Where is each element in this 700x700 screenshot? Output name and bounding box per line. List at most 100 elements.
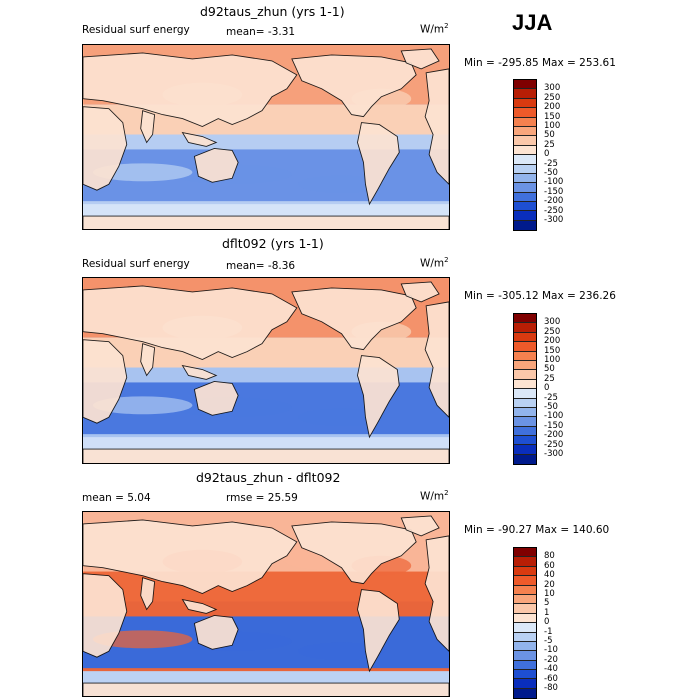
colorbar-box [514, 557, 536, 567]
colorbar-box [514, 89, 536, 99]
panel-subtitle: Residual surf energy [82, 258, 190, 270]
contour-map [82, 277, 450, 464]
colorbar-level-label: 50 [544, 364, 555, 375]
colorbar-level-label: -250 [544, 205, 564, 216]
colorbar-box [514, 360, 536, 371]
units-label: W/m2 [420, 489, 449, 503]
colorbar-box [514, 164, 536, 174]
colorbar-level-label: 80 [544, 551, 555, 562]
colorbar-box [514, 651, 536, 661]
colorbar-box [514, 548, 536, 558]
colorbar [513, 547, 537, 700]
colorbar-level-label: 250 [544, 326, 561, 337]
colorbar-box [514, 117, 536, 127]
colorbar-level-label: -300 [544, 449, 564, 459]
panel-rmse: rmse = 25.59 [226, 492, 298, 504]
colorbar-level-label: 5 [544, 598, 550, 609]
colorbar-box [514, 323, 536, 333]
season-label: JJA [512, 10, 553, 35]
colorbar-level-label: 25 [544, 139, 555, 150]
panel-subtitle: Residual surf energy [82, 24, 190, 36]
panel-title: dflt092 (yrs 1-1) [222, 236, 324, 251]
colorbar-box [514, 342, 536, 352]
colorbar-level-label: 50 [544, 130, 555, 141]
colorbar-level-label: -150 [544, 186, 564, 197]
colorbar-box [514, 604, 536, 614]
colorbar-level-label: 150 [544, 345, 561, 356]
colorbar-box [514, 613, 536, 624]
minmax-label: Min = -90.27 Max = 140.60 [464, 524, 610, 536]
colorbar [513, 79, 537, 232]
colorbar-level-label: -150 [544, 420, 564, 431]
colorbar-level-label: 0 [544, 383, 550, 394]
panel-mean: mean = 5.04 [82, 492, 151, 504]
colorbar-box [514, 183, 536, 193]
colorbar-box [514, 670, 536, 680]
colorbar-box [514, 145, 536, 156]
colorbar-level-label: -5 [544, 636, 553, 646]
colorbar-level-label: 0 [544, 617, 550, 628]
colorbar-level-label: 250 [544, 92, 561, 103]
colorbar-level-label: 0 [544, 149, 550, 160]
colorbar-level-label: 100 [544, 355, 561, 365]
colorbar-level-label: 100 [544, 121, 561, 131]
minmax-label: Min = -295.85 Max = 253.61 [464, 57, 616, 69]
colorbar-level-label: -300 [544, 215, 564, 225]
colorbar-level-label: 10 [544, 589, 555, 599]
colorbar-box [514, 417, 536, 427]
colorbar-box [514, 370, 536, 380]
colorbar-box [514, 126, 536, 137]
colorbar-level-label: -50 [544, 168, 558, 178]
colorbar-level-label: -25 [544, 392, 558, 403]
colorbar-level-label: -100 [544, 177, 564, 188]
contour-map [82, 44, 450, 230]
colorbar-box [514, 108, 536, 118]
panel-title: d92taus_zhun - dflt092 [196, 470, 341, 485]
colorbar-level-label: -250 [544, 439, 564, 450]
panel-mean: mean= -8.36 [226, 260, 296, 272]
colorbar-box [514, 155, 536, 165]
colorbar-level-label: -80 [544, 683, 558, 693]
colorbar-box [514, 80, 536, 90]
colorbar-box [514, 454, 536, 465]
colorbar-box [514, 136, 536, 146]
colorbar-box [514, 332, 536, 343]
colorbar-level-label: -40 [544, 664, 558, 675]
colorbar-level-label: -10 [544, 645, 558, 656]
colorbar-level-label: -20 [544, 654, 558, 665]
colorbar-box [514, 398, 536, 408]
colorbar-level-label: 40 [544, 570, 555, 581]
colorbar-box [514, 632, 536, 642]
units-label: W/m2 [420, 256, 449, 270]
colorbar-level-label: 300 [544, 83, 561, 94]
colorbar-box [514, 211, 536, 221]
colorbar-box [514, 407, 536, 418]
colorbar-box [514, 351, 536, 361]
colorbar-level-label: 200 [544, 102, 561, 113]
colorbar-level-label: -25 [544, 158, 558, 169]
colorbar-box [514, 623, 536, 633]
colorbar [513, 313, 537, 466]
minmax-label: Min = -305.12 Max = 236.26 [464, 290, 616, 302]
colorbar-level-label: -200 [544, 196, 564, 207]
colorbar-box [514, 641, 536, 652]
panel-mean: mean= -3.31 [226, 26, 296, 38]
colorbar-box [514, 192, 536, 203]
colorbar-level-label: -100 [544, 411, 564, 422]
colorbar-box [514, 576, 536, 586]
colorbar-box [514, 173, 536, 184]
colorbar-level-label: 25 [544, 373, 555, 384]
contour-map [82, 511, 450, 697]
colorbar-box [514, 220, 536, 231]
colorbar-box [514, 426, 536, 437]
colorbar-box [514, 98, 536, 109]
colorbar-box [514, 379, 536, 390]
colorbar-level-label: 20 [544, 579, 555, 590]
colorbar-box [514, 688, 536, 699]
colorbar-level-label: -50 [544, 402, 558, 412]
colorbar-level-label: -1 [544, 626, 553, 637]
colorbar-level-label: 300 [544, 317, 561, 328]
colorbar-box [514, 389, 536, 399]
colorbar-box [514, 585, 536, 595]
colorbar-box [514, 436, 536, 446]
